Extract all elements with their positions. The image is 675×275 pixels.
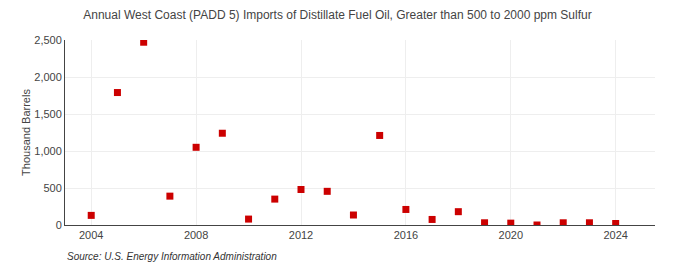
svg-text:2012: 2012 bbox=[289, 229, 313, 241]
svg-text:500: 500 bbox=[43, 182, 61, 194]
svg-text:0: 0 bbox=[56, 219, 62, 231]
svg-text:Annual West Coast (PADD 5) Imp: Annual West Coast (PADD 5) Imports of Di… bbox=[83, 8, 591, 22]
svg-text:2,500: 2,500 bbox=[34, 34, 62, 46]
svg-text:2020: 2020 bbox=[499, 229, 523, 241]
svg-text:Thousand Barrels: Thousand Barrels bbox=[20, 89, 32, 176]
svg-text:Source: U.S. Energy Informatio: Source: U.S. Energy Information Administ… bbox=[67, 251, 277, 262]
svg-text:2,000: 2,000 bbox=[34, 71, 62, 83]
svg-text:1,000: 1,000 bbox=[34, 145, 62, 157]
svg-text:2024: 2024 bbox=[603, 229, 627, 241]
svg-text:2008: 2008 bbox=[184, 229, 208, 241]
svg-text:2004: 2004 bbox=[79, 229, 103, 241]
svg-text:1,500: 1,500 bbox=[34, 108, 62, 120]
svg-text:2016: 2016 bbox=[394, 229, 418, 241]
